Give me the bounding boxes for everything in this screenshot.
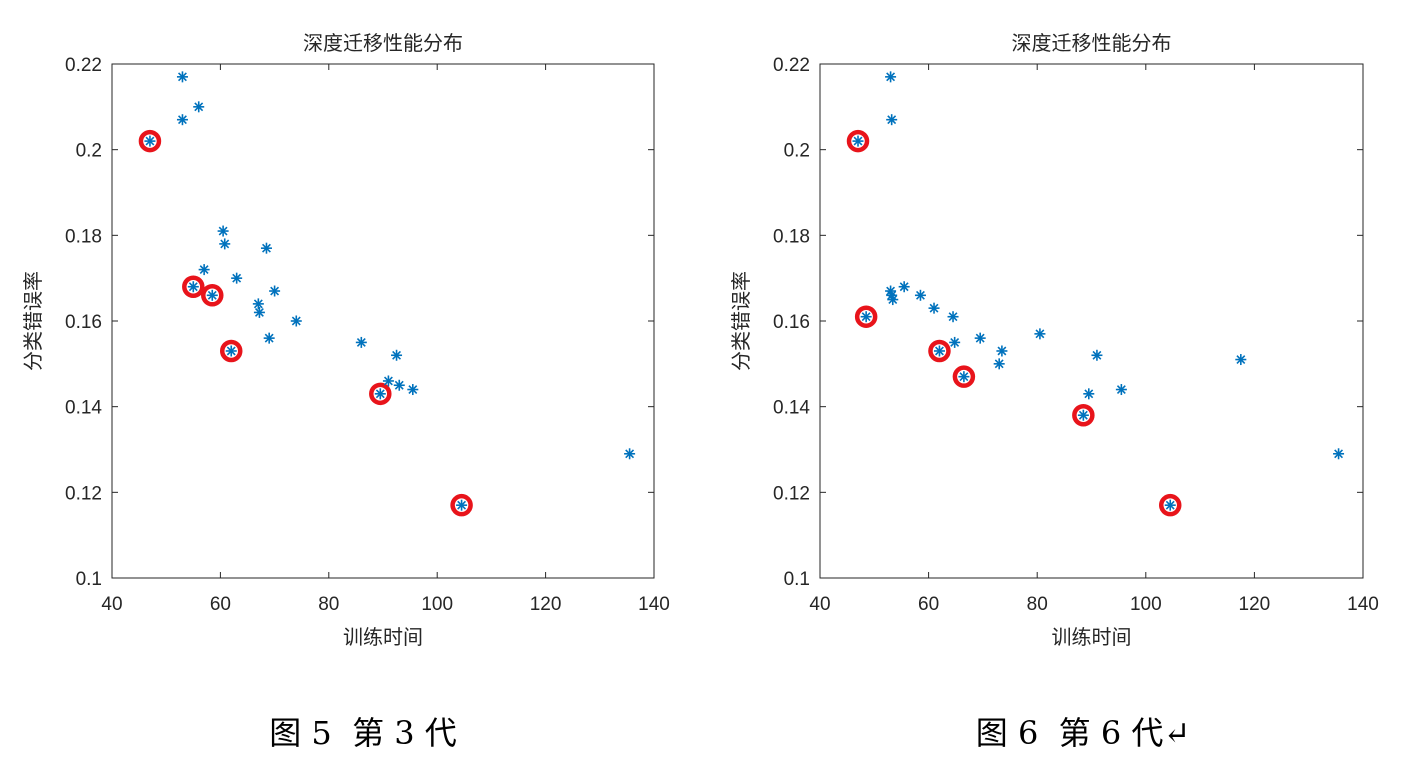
- pareto-highlight-ring: [369, 382, 392, 406]
- pareto-highlight-ring: [138, 129, 162, 153]
- data-point: [456, 499, 468, 511]
- y-tick-label: 0.12: [773, 483, 810, 504]
- y-tick-label: 0.18: [773, 226, 810, 247]
- data-point: [206, 289, 218, 301]
- data-point: [407, 384, 419, 396]
- data-point: [382, 375, 394, 387]
- y-tick-label: 0.12: [65, 483, 102, 504]
- y-tick-label: 0.2: [784, 141, 810, 162]
- data-point: [393, 379, 405, 391]
- x-tick-label: 100: [1130, 594, 1162, 615]
- data-point: [176, 114, 188, 126]
- y-tick-label: 0.14: [773, 398, 810, 419]
- data-point: [231, 272, 243, 284]
- data-point: [225, 345, 237, 357]
- data-point: [193, 101, 205, 113]
- data-point: [947, 311, 959, 323]
- data-point: [1091, 349, 1103, 361]
- x-tick-label: 140: [638, 594, 670, 615]
- data-point: [219, 238, 231, 250]
- data-point: [1164, 499, 1176, 511]
- data-point: [1077, 409, 1089, 421]
- pareto-highlight-ring: [928, 339, 951, 363]
- x-tick-label: 60: [918, 594, 939, 615]
- data-point: [958, 371, 970, 383]
- data-point: [624, 448, 636, 460]
- data-point: [886, 114, 898, 126]
- chart-title: 深度迁移性能分布: [303, 31, 463, 55]
- plot-frame: [819, 63, 1364, 579]
- data-point: [1115, 384, 1127, 396]
- data-point: [374, 388, 386, 400]
- pareto-highlight-ring: [219, 339, 243, 363]
- y-tick-label: 0.18: [65, 226, 102, 247]
- data-point: [928, 302, 940, 314]
- data-point: [1083, 388, 1095, 400]
- data-point: [144, 135, 156, 147]
- y-tick-label: 0.2: [76, 141, 102, 162]
- data-point: [1333, 448, 1345, 460]
- data-point: [1235, 354, 1247, 366]
- x-tick-label: 60: [210, 594, 231, 615]
- data-point: [290, 315, 302, 327]
- figure-6-caption: 图 6 第 6 代↵: [976, 714, 1190, 752]
- x-tick-label: 40: [101, 594, 122, 615]
- plot-frame: [111, 63, 655, 579]
- data-point: [993, 358, 1005, 370]
- y-axis-label: 分类错误率: [21, 271, 45, 371]
- data-point: [187, 281, 199, 293]
- data-point: [355, 336, 367, 348]
- data-point: [253, 306, 265, 318]
- data-point: [269, 285, 281, 297]
- pareto-highlight-ring: [952, 365, 976, 388]
- data-point: [914, 289, 926, 301]
- data-point: [885, 71, 897, 83]
- pareto-highlight-ring: [1072, 403, 1095, 427]
- x-tick-label: 80: [318, 594, 339, 615]
- y-tick-label: 0.16: [773, 312, 810, 333]
- data-point: [898, 281, 910, 293]
- x-tick-label: 120: [1239, 594, 1271, 615]
- x-tick-label: 40: [809, 594, 830, 615]
- y-tick-label: 0.22: [773, 55, 810, 76]
- chart-generation-6: 40 60 80 100 120 140 0.1 0.12 0.14 0.16 0.18 0.2 0.2…: [729, 31, 1379, 649]
- x-tick-label: 80: [1027, 594, 1048, 615]
- data-point: [974, 332, 986, 344]
- y-axis-label: 分类错误率: [729, 271, 753, 371]
- y-tick-label: 0.16: [65, 312, 102, 333]
- data-point: [887, 294, 899, 306]
- x-tick-label: 140: [1347, 594, 1379, 615]
- pareto-highlight-ring: [854, 305, 878, 328]
- data-point: [996, 345, 1008, 357]
- chart-generation-3: 40 60 80 100 120 140 0.1 0.12 0.14 0.16 0.18 0.2 0.2…: [21, 31, 670, 649]
- pareto-highlight-ring: [182, 275, 205, 298]
- x-tick-label: 120: [530, 594, 562, 615]
- pareto-highlight-ring: [1158, 493, 1182, 517]
- data-point: [263, 332, 275, 344]
- data-point: [198, 264, 210, 276]
- y-tick-label: 0.1: [784, 569, 810, 590]
- chart-title: 深度迁移性能分布: [1012, 31, 1172, 55]
- x-axis-label: 训练时间: [1052, 625, 1132, 649]
- data-point: [260, 242, 272, 254]
- pareto-highlight-ring: [846, 129, 870, 153]
- x-axis-label: 训练时间: [343, 625, 423, 649]
- y-tick-label: 0.1: [76, 569, 102, 590]
- data-point: [949, 336, 961, 348]
- data-point: [1034, 328, 1046, 340]
- x-tick-label: 100: [421, 594, 453, 615]
- data-point: [933, 345, 945, 357]
- data-point: [391, 349, 403, 361]
- data-point: [860, 311, 872, 323]
- figure-5-caption: 图 5 第 3 代: [269, 714, 457, 752]
- y-tick-label: 0.22: [65, 55, 102, 76]
- data-point: [217, 225, 229, 237]
- data-point: [252, 298, 264, 310]
- data-point: [176, 71, 188, 83]
- data-point: [852, 135, 864, 147]
- pareto-highlight-ring: [201, 284, 224, 307]
- y-tick-label: 0.14: [65, 398, 102, 419]
- pareto-highlight-ring: [450, 493, 473, 517]
